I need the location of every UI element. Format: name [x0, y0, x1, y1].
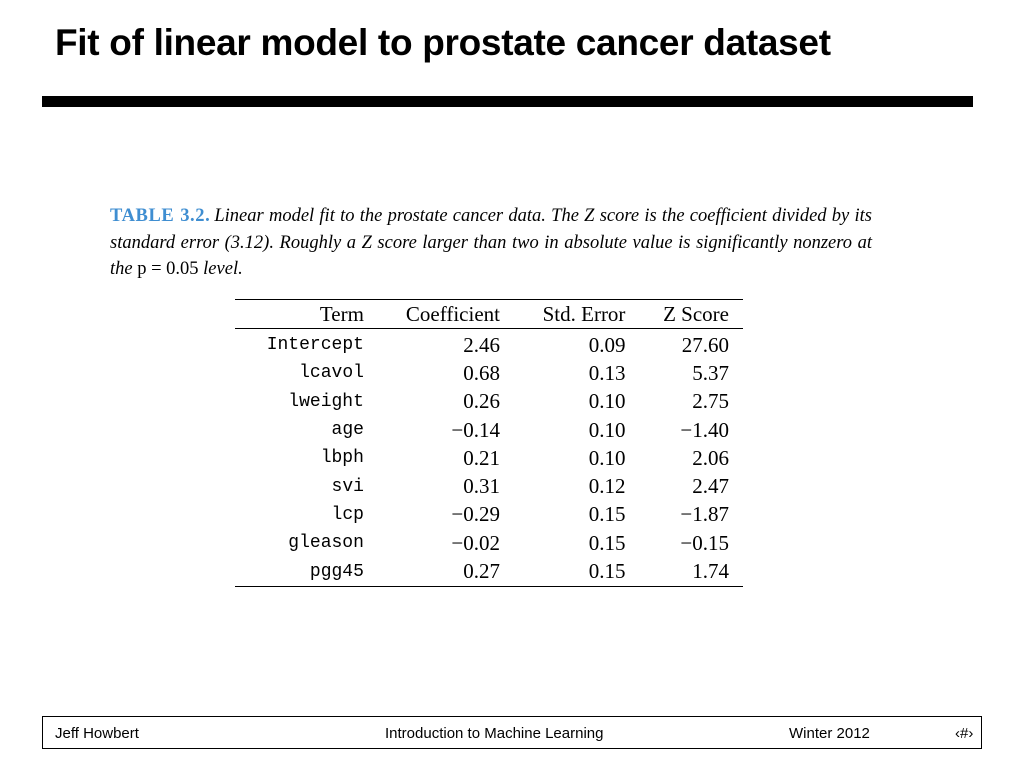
table-row: age −0.14 0.10 −1.40 [235, 416, 743, 444]
cell-z-score: −1.40 [680, 417, 729, 442]
cell-std-error: 0.12 [588, 474, 626, 499]
cell-coefficient: −0.29 [451, 502, 500, 527]
cell-term: pgg45 [235, 557, 374, 587]
cell-term: lbph [320, 448, 364, 469]
caption-math: p = 0.05 [137, 259, 199, 279]
caption-label: TABLE 3.2. [110, 206, 211, 226]
coefficient-table: Term Coefficient Std. Error Z Score Inte… [235, 299, 743, 587]
table-row: Intercept 2.46 0.09 27.60 [235, 329, 743, 360]
cell-z-score: 2.75 [692, 389, 729, 414]
cell-std-error: 0.10 [588, 417, 626, 442]
cell-term: lcp [331, 504, 364, 525]
table-row: lweight 0.26 0.10 2.75 [235, 388, 743, 416]
cell-std-error: 0.15 [588, 530, 626, 555]
cell-std-error: 0.10 [588, 445, 626, 470]
cell-std-error: 0.10 [588, 389, 626, 414]
cell-term: svi [331, 476, 364, 497]
cell-term: Intercept [266, 335, 364, 356]
table-caption: TABLE 3.2. Linear model fit to the prosta… [110, 203, 872, 283]
table-row: gleason −0.02 0.15 −0.15 [235, 529, 743, 557]
table-row: lcavol 0.68 0.13 5.37 [235, 359, 743, 387]
cell-term: gleason [288, 533, 364, 554]
cell-coefficient: 0.21 [463, 445, 500, 470]
caption-text-end: level. [198, 259, 243, 279]
header-term: Term [235, 299, 374, 329]
table-header-row: Term Coefficient Std. Error Z Score [235, 299, 743, 329]
footer-author: Jeff Howbert [55, 725, 139, 742]
caption-text: Linear model fit to the prostate cancer … [110, 206, 872, 279]
cell-coefficient: 0.31 [463, 474, 500, 499]
cell-z-score: 1.74 [639, 557, 743, 587]
title-rule [42, 96, 973, 107]
slide-footer: Jeff Howbert Introduction to Machine Lea… [42, 716, 982, 749]
cell-term: lcavol [299, 363, 364, 384]
slide-title: Fit of linear model to prostate cancer d… [55, 22, 831, 63]
cell-std-error: 0.15 [588, 502, 626, 527]
cell-term: age [331, 420, 364, 441]
cell-coefficient: 0.68 [463, 360, 500, 385]
header-std-error: Std. Error [513, 299, 640, 329]
cell-std-error: 0.13 [588, 360, 626, 385]
table-row: svi 0.31 0.12 2.47 [235, 472, 743, 500]
footer-term: Winter 2012 [789, 725, 870, 742]
cell-z-score: 5.37 [692, 360, 729, 385]
footer-course: Introduction to Machine Learning [385, 725, 604, 742]
cell-coefficient: 0.26 [463, 389, 500, 414]
cell-coefficient: 0.27 [373, 557, 514, 587]
cell-z-score: 2.47 [692, 474, 729, 499]
cell-std-error: 0.09 [588, 332, 626, 357]
table-row: lcp −0.29 0.15 −1.87 [235, 501, 743, 529]
cell-z-score: −0.15 [680, 530, 729, 555]
cell-term: lweight [288, 391, 364, 412]
cell-z-score: −1.87 [680, 502, 729, 527]
cell-coefficient: −0.02 [451, 530, 500, 555]
table-row: pgg45 0.27 0.15 1.74 [235, 557, 743, 587]
cell-z-score: 2.06 [692, 445, 729, 470]
cell-std-error: 0.15 [513, 557, 640, 587]
cell-z-score: 27.60 [681, 332, 729, 357]
cell-coefficient: −0.14 [451, 417, 500, 442]
cell-coefficient: 2.46 [463, 332, 500, 357]
table-row: lbph 0.21 0.10 2.06 [235, 444, 743, 472]
header-coefficient: Coefficient [373, 299, 514, 329]
footer-page-number: ‹#› [955, 725, 974, 742]
header-z-score: Z Score [639, 299, 743, 329]
